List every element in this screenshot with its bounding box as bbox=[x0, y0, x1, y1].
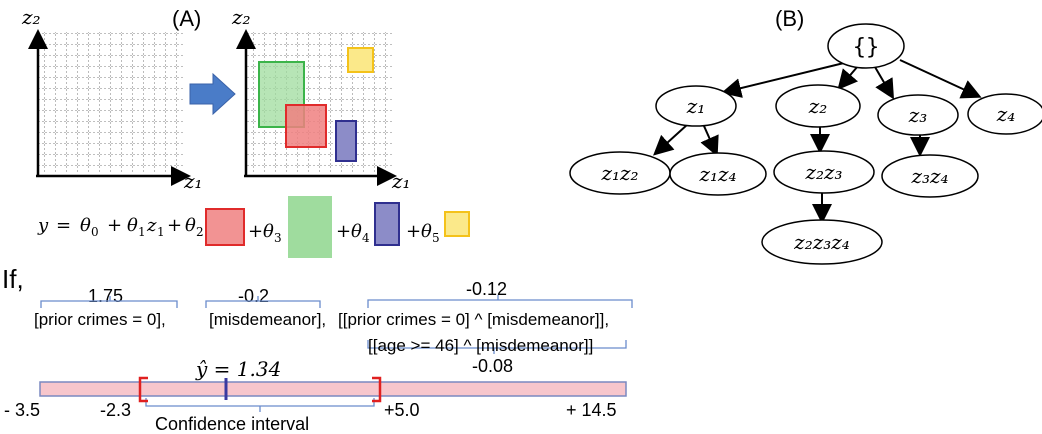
edge-root-z3 bbox=[874, 66, 895, 100]
brace-combo bbox=[367, 295, 633, 308]
eq-sub1: 1 bbox=[138, 225, 146, 239]
node-z2z3z4-label: z₂z₃z₄ bbox=[793, 230, 850, 254]
node-z3 bbox=[877, 94, 959, 136]
panel-a: (A) z₂ z₁ z₂ z₁ y = θ 0 bbox=[21, 5, 470, 258]
red-region bbox=[285, 104, 327, 148]
eq-plus2: + bbox=[167, 215, 182, 236]
brace-prior bbox=[40, 296, 178, 308]
eq-plus3: + bbox=[248, 221, 263, 242]
coef-combo: -0.12 bbox=[466, 279, 507, 299]
edge-z1-z1z2 bbox=[653, 123, 689, 156]
rule-misd: [misdemeanor], bbox=[209, 310, 326, 329]
node-z2 bbox=[775, 84, 861, 128]
node-z3z4-label: z₃z₄ bbox=[910, 164, 948, 188]
eq-theta1: θ bbox=[127, 215, 138, 236]
node-z3z4 bbox=[881, 154, 979, 198]
tree-edges bbox=[653, 59, 982, 224]
eq-sub0: 0 bbox=[91, 225, 99, 239]
tree-nodes bbox=[569, 23, 1042, 265]
rule-prior: [prior crimes = 0], bbox=[34, 310, 166, 329]
transform-arrow bbox=[189, 72, 236, 116]
range-bar bbox=[39, 381, 627, 397]
eq-sub4: 4 bbox=[362, 231, 370, 245]
edge-root-z2 bbox=[837, 65, 859, 91]
left-x-axis-label: z₁ bbox=[183, 169, 203, 193]
eq-y: y bbox=[37, 215, 49, 236]
edge-z1-z1z4 bbox=[700, 125, 719, 157]
eq-theta0: θ bbox=[80, 215, 91, 236]
prediction-label: ŷ = 1.34 bbox=[195, 357, 281, 381]
panel-a-label: (A) bbox=[172, 6, 201, 31]
left-grid-plot: z₂ z₁ bbox=[21, 5, 203, 193]
rule-combo: [[prior crimes = 0] ^ [misdemeanor]], bbox=[338, 310, 609, 329]
if-label: If, bbox=[2, 264, 24, 294]
eq-sub5: 5 bbox=[432, 231, 440, 245]
node-z2z3 bbox=[773, 150, 875, 194]
eq-blue-box bbox=[374, 202, 400, 246]
right-y-axis-label: z₂ bbox=[231, 5, 251, 29]
panel-b-label: (B) bbox=[775, 6, 804, 31]
coef-age: -0.08 bbox=[472, 356, 513, 376]
node-z2z3-label: z₂z₃ bbox=[804, 160, 842, 184]
eq-plus5: + bbox=[406, 221, 421, 242]
equation: y = θ 0 + θ 1 z 1 + θ 2 + θ 3 + θ 4 + θ … bbox=[37, 196, 470, 258]
node-root bbox=[827, 23, 905, 69]
ci-label: Confidence interval bbox=[155, 414, 309, 434]
eq-yellow-box bbox=[444, 211, 470, 237]
panel-b: (B) {} z₁ z₂ bbox=[569, 6, 1042, 265]
edge-root-z4 bbox=[899, 59, 982, 99]
brace-ci bbox=[145, 398, 375, 412]
eq-theta3: θ bbox=[263, 221, 274, 242]
edge-root-z1 bbox=[721, 61, 849, 98]
right-grid-plot: z₂ z₁ bbox=[231, 5, 411, 193]
eq-sub2: 2 bbox=[196, 225, 204, 239]
node-z1z2-label: z₁z₂ bbox=[600, 161, 638, 185]
coef-prior: 1.75 bbox=[88, 286, 123, 306]
brace-age bbox=[367, 340, 627, 354]
eq-theta5: θ bbox=[421, 221, 432, 242]
left-grid bbox=[38, 32, 183, 174]
blue-region bbox=[335, 120, 357, 162]
node-z1z4-label: z₁z₄ bbox=[698, 162, 736, 186]
node-root-label: {} bbox=[853, 35, 880, 60]
eq-green-box bbox=[288, 196, 332, 258]
tick-ci-high: +5.0 bbox=[384, 400, 420, 420]
ci-left-bracket bbox=[138, 376, 148, 403]
ci-right-bracket bbox=[372, 376, 382, 403]
tick-ci-low: -2.3 bbox=[100, 400, 131, 420]
node-z1-label: z₁ bbox=[686, 94, 706, 118]
tick-min: - 3.5 bbox=[4, 400, 40, 420]
node-z1 bbox=[655, 85, 737, 127]
rule-age: [[age >= 46] ^ [misdemeanor]] bbox=[368, 336, 593, 355]
eq-sub3: 3 bbox=[274, 231, 282, 245]
eq-plus4: + bbox=[336, 221, 351, 242]
left-y-axis-label: z₂ bbox=[21, 5, 41, 29]
node-z2z3z4 bbox=[761, 219, 883, 265]
node-z4-label: z₄ bbox=[996, 102, 1016, 126]
eq-theta4: θ bbox=[351, 221, 362, 242]
eq-equals: = bbox=[56, 215, 71, 236]
rules-section: If, 1.75 -0.2 -0.12 -0.08 [prior crimes … bbox=[2, 264, 633, 434]
node-z4 bbox=[967, 93, 1042, 135]
eq-theta2: θ bbox=[185, 215, 196, 236]
coef-misd: -0.2 bbox=[238, 286, 269, 306]
node-z3-label: z₃ bbox=[908, 103, 928, 127]
right-x-axis-label: z₁ bbox=[391, 169, 411, 193]
node-z1z4 bbox=[669, 152, 767, 196]
node-z2-label: z₂ bbox=[808, 94, 828, 118]
yellow-region bbox=[347, 47, 374, 73]
eq-red-box bbox=[205, 208, 245, 246]
brace-misd bbox=[205, 296, 321, 308]
eq-plus1: + bbox=[107, 215, 122, 236]
eq-z1: z bbox=[146, 215, 157, 236]
tick-max: + 14.5 bbox=[566, 400, 617, 420]
tree-node-labels: {} z₁ z₂ z₃ z₄ z₁z₂ z₁z₄ z₂z₃ z₃z₄ z₂z₃z… bbox=[600, 35, 1015, 254]
rule-braces bbox=[40, 295, 633, 412]
eq-zsub1: 1 bbox=[157, 225, 165, 239]
